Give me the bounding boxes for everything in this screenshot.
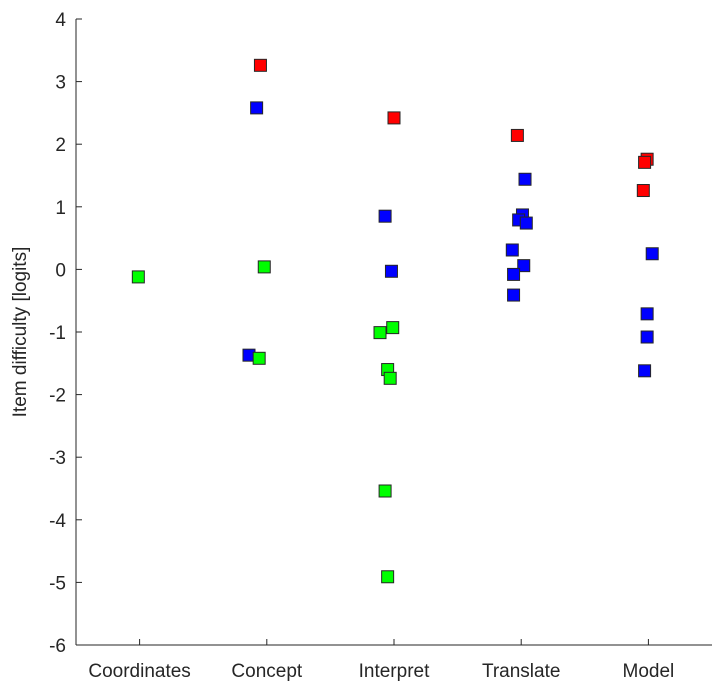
data-point-blue [645, 247, 659, 261]
data-point-green [131, 270, 145, 284]
y-tick-label: -2 [49, 386, 66, 407]
y-axis-label: Item difficulty [logits] [10, 247, 31, 418]
y-tick-label: 4 [55, 10, 66, 31]
x-tick-label: Model [623, 661, 675, 682]
x-tick-label: Interpret [359, 661, 430, 682]
y-tick-label: 2 [55, 135, 66, 156]
y-tick-label: -1 [49, 323, 66, 344]
data-point-blue [519, 216, 533, 230]
x-tick-label: Coordinates [88, 661, 190, 682]
data-point-green [373, 326, 387, 340]
data-point-blue [507, 288, 521, 302]
data-point-blue [505, 243, 519, 257]
data-point-blue [640, 330, 654, 344]
data-point-green [378, 484, 392, 498]
x-tick-label: Concept [231, 661, 302, 682]
data-point-green [257, 260, 271, 274]
y-tick-label: 0 [55, 260, 66, 281]
data-point-blue [517, 259, 531, 273]
data-point-red [253, 58, 267, 72]
data-point-red [636, 184, 650, 198]
y-tick-label: 3 [55, 73, 66, 94]
data-point-red [638, 155, 652, 169]
data-point-blue [507, 267, 521, 281]
y-tick-label: 1 [55, 198, 66, 219]
data-point-green [386, 321, 400, 335]
data-point-blue [378, 209, 392, 223]
data-point-blue [638, 364, 652, 378]
y-axis: -6 -5 -4 -3 -2 -1 0 1 2 3 4 [49, 10, 82, 657]
data-point-blue [518, 172, 532, 186]
data-points [131, 58, 659, 584]
data-point-blue [250, 101, 264, 115]
data-point-blue [384, 264, 398, 278]
y-tick-label: -6 [49, 636, 66, 657]
y-tick-label: -5 [49, 573, 66, 594]
x-axis: Coordinates Concept Interpret Translate Mode… [76, 639, 712, 682]
data-point-blue [640, 307, 654, 321]
y-tick-label: -3 [49, 448, 66, 469]
y-tick-label: -4 [49, 511, 66, 532]
data-point-red [387, 111, 401, 125]
data-point-green [252, 351, 266, 365]
data-point-red [510, 128, 524, 142]
data-point-green [383, 371, 397, 385]
data-point-green [381, 570, 395, 584]
x-tick-label: Translate [482, 661, 561, 682]
